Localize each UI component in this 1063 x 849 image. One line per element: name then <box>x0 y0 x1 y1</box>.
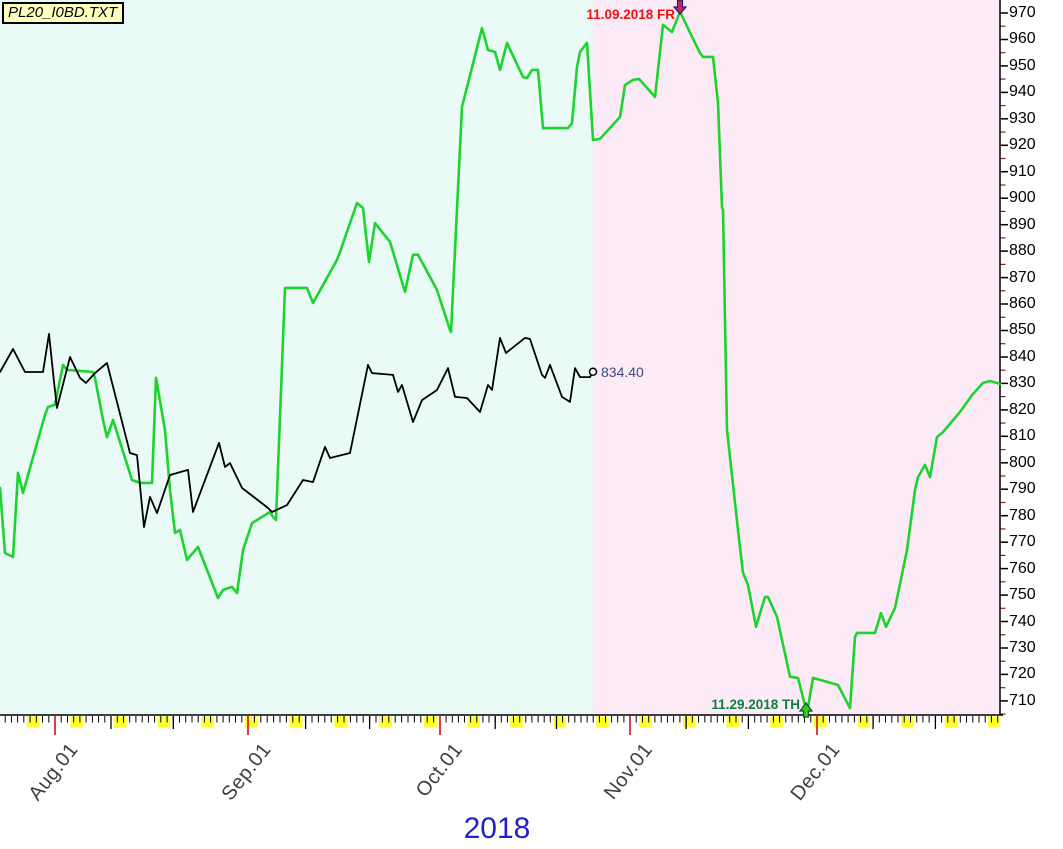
y-axis-tick-label: 780 <box>1009 507 1036 524</box>
y-axis-tick-label: 730 <box>1009 639 1036 656</box>
weekend-highlight <box>70 716 84 728</box>
y-axis-tick-label: 750 <box>1009 586 1036 603</box>
y-axis-tick-label: 950 <box>1009 57 1036 74</box>
weekend-highlight <box>289 716 303 728</box>
chart-title-box[interactable]: PL20_I0BD.TXT <box>2 2 125 24</box>
y-axis-tick-label: 920 <box>1009 136 1036 153</box>
weekend-highlight <box>988 716 1000 728</box>
y-axis-tick-label: 930 <box>1009 110 1036 127</box>
series-current-year-price <box>0 332 594 528</box>
y-axis-tick-label: 850 <box>1009 321 1036 338</box>
y-axis-tick-label: 740 <box>1009 613 1036 630</box>
weekend-highlight <box>244 716 258 728</box>
seasonal-high-date-annotation: 11.09.2018 FR <box>586 7 675 22</box>
weekend-highlight <box>157 716 171 728</box>
weekend-highlight <box>114 716 127 728</box>
last-price-label: 834.40 <box>601 364 644 380</box>
weekend-highlight <box>334 716 348 728</box>
y-axis-tick-label: 860 <box>1009 295 1036 312</box>
y-axis-tick-label: 900 <box>1009 189 1036 206</box>
y-axis-tick-label: 890 <box>1009 216 1036 233</box>
weekend-highlight <box>770 716 783 728</box>
weekend-highlight <box>682 716 696 728</box>
seasonal-low-date-annotation: 11.29.2018 TH <box>711 697 800 712</box>
y-axis-tick-label: 710 <box>1009 692 1036 709</box>
y-axis-tick-label: 830 <box>1009 374 1036 391</box>
series-comparison-contract-price <box>0 10 1002 715</box>
y-axis-tick-label: 910 <box>1009 163 1036 180</box>
seasonal-high-arrow-icon <box>672 0 688 15</box>
weekend-highlight <box>726 716 740 728</box>
weekend-highlight <box>379 716 392 728</box>
weekend-highlight <box>26 716 40 728</box>
weekend-highlight <box>467 716 480 728</box>
y-axis-tick-label: 720 <box>1009 665 1036 682</box>
series-end-marker <box>588 367 598 377</box>
seasonal-low-arrow-icon <box>798 702 814 718</box>
weekend-highlight <box>901 716 914 728</box>
y-axis-tick-label: 970 <box>1009 4 1036 21</box>
y-axis-tick-label: 940 <box>1009 83 1036 100</box>
weekend-highlight <box>510 716 523 728</box>
y-axis-tick-label: 800 <box>1009 454 1036 471</box>
weekend-highlight <box>424 716 437 728</box>
y-axis-tick-label: 960 <box>1009 30 1036 47</box>
weekend-highlight <box>596 716 609 728</box>
y-axis-tick-label: 870 <box>1009 269 1036 286</box>
y-axis-tick-label: 880 <box>1009 242 1036 259</box>
y-axis-tick-label: 790 <box>1009 480 1036 497</box>
y-axis-tick-label: 820 <box>1009 401 1036 418</box>
x-axis-year-label: 2018 <box>463 812 531 845</box>
y-axis-tick-label: 810 <box>1009 427 1036 444</box>
plot-background-forward <box>593 0 1000 715</box>
weekend-highlight <box>201 716 214 728</box>
y-axis-tick-label: 760 <box>1009 560 1036 577</box>
plot-background-history <box>0 0 593 715</box>
y-axis-tick-label: 770 <box>1009 533 1036 550</box>
weekend-highlight <box>813 716 827 728</box>
weekend-highlight <box>639 716 652 728</box>
weekend-highlight <box>944 716 958 728</box>
y-axis-tick-label: 840 <box>1009 348 1036 365</box>
weekend-highlight <box>553 716 566 728</box>
weekend-highlight <box>857 716 870 728</box>
